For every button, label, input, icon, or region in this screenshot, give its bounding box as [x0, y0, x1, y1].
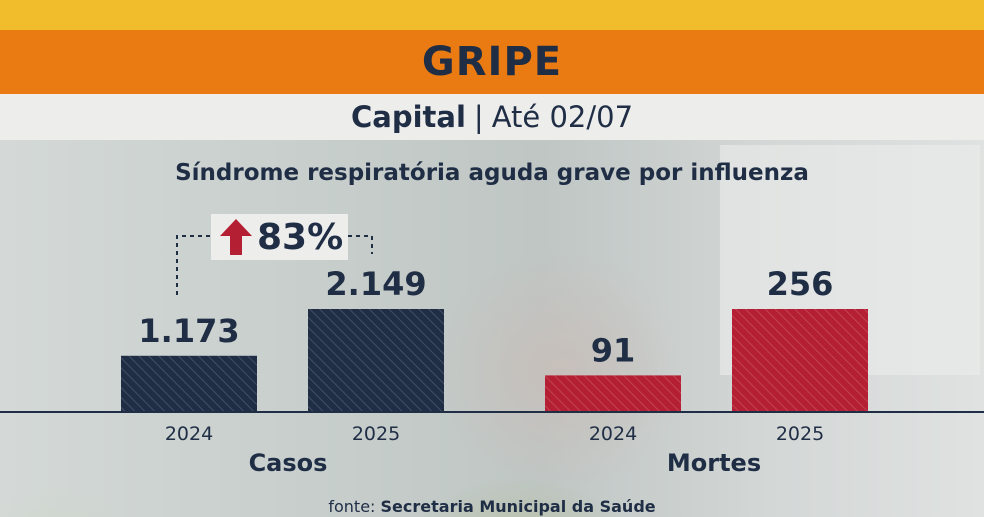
year-label-mortes-2024: 2024 [589, 423, 637, 445]
chart-title: Síndrome respiratória aguda grave por in… [175, 160, 809, 186]
bar-hatch-casos-2024 [121, 355, 257, 412]
growth-badge: 83% [211, 214, 348, 260]
value-label-mortes-2024: 91 [591, 331, 636, 369]
top-strip [0, 0, 984, 30]
source-prefix: fonte: [328, 497, 376, 516]
year-label-casos-2025: 2025 [352, 423, 400, 445]
growth-percent: 83% [257, 216, 344, 258]
subtitle-region: Capital [350, 100, 466, 134]
page-title: GRIPE [421, 39, 563, 85]
source-note: fonte: Secretaria Municipal da Saúde [0, 497, 984, 516]
value-label-casos-2024: 1.173 [138, 312, 239, 350]
subtitle-bar: Capital | Até 02/07 [0, 94, 984, 140]
value-label-casos-2025: 2.149 [325, 265, 426, 303]
bar-hatch-mortes-2024 [545, 375, 681, 412]
arrow-up-icon [220, 219, 252, 255]
growth-bracket [176, 235, 373, 295]
year-label-casos-2024: 2024 [165, 423, 213, 445]
subtitle-date: Até 02/07 [491, 100, 634, 134]
title-bar: GRIPE [0, 30, 984, 94]
bar-hatch-casos-2025 [308, 309, 444, 412]
subtitle-separator: | [473, 100, 484, 134]
year-label-mortes-2025: 2025 [776, 423, 824, 445]
group-label-mortes: Mortes [667, 449, 761, 477]
group-label-casos: Casos [249, 449, 328, 477]
bar-hatch-mortes-2025 [732, 309, 868, 412]
value-label-mortes-2025: 256 [767, 265, 834, 303]
source-name: Secretaria Municipal da Saúde [380, 497, 656, 516]
